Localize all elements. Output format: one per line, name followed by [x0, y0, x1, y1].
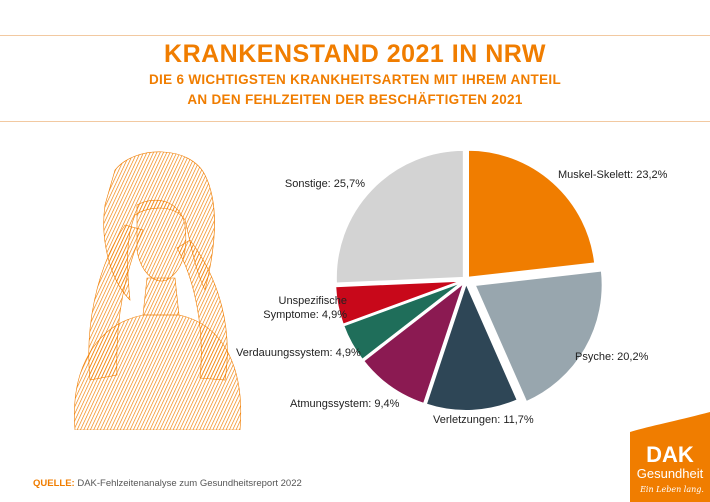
source-text: DAK-Fehlzeitenanalyse zum Gesundheitsrep…: [77, 478, 302, 489]
dak-logo: DAK Gesundheit Ein Leben lang.: [630, 412, 710, 502]
slice-label-verletzungen: Verletzungen: 11,7%: [433, 414, 534, 426]
subtitle-line-2: AN DEN FEHLZEITEN DER BESCHÄFTIGTEN 2021: [187, 92, 523, 107]
top-divider: [0, 35, 710, 36]
slice-label-atmungssystem: Atmungssystem: 9,4%: [290, 398, 400, 410]
pie-slice-atmungssystem: [361, 279, 467, 406]
slice-label-verdauungssystem: Verdauungssystem: 4,9%: [236, 347, 361, 359]
slice-label-sonstige: Sonstige: 25,7%: [285, 178, 365, 190]
svg-text:Ein Leben lang.: Ein Leben lang.: [639, 485, 704, 494]
pie-slice-muskel-skelett: [466, 148, 597, 279]
woman-headache-illustration: [74, 151, 242, 430]
svg-text:DAK: DAK: [646, 442, 694, 467]
pie-slice-unspezifische-symptome: [334, 279, 464, 326]
source-label: QUELLE:: [33, 478, 75, 489]
slice-label-unspezifische-symptome: Unspezifische Symptome: 4,9%: [263, 295, 347, 321]
subtitle-line-1: DIE 6 WICHTIGSTEN KRANKHEITSARTEN MIT IH…: [149, 72, 561, 87]
slice-label-psyche: Psyche: 20,2%: [575, 351, 649, 363]
page-title: KRANKENSTAND 2021 IN NRW: [164, 40, 546, 68]
pie-slice-verletzungen: [424, 280, 520, 412]
header-divider: [0, 121, 710, 122]
source-note: QUELLE: DAK-Fehlzeitenanalyse zum Gesund…: [33, 478, 302, 489]
pie-slice-psyche: [473, 269, 604, 404]
slice-label-muskel-skelett: Muskel-Skelett: 23,2%: [558, 169, 668, 181]
pie-slice-sonstige: [334, 148, 465, 285]
svg-text:Gesundheit: Gesundheit: [637, 466, 704, 481]
